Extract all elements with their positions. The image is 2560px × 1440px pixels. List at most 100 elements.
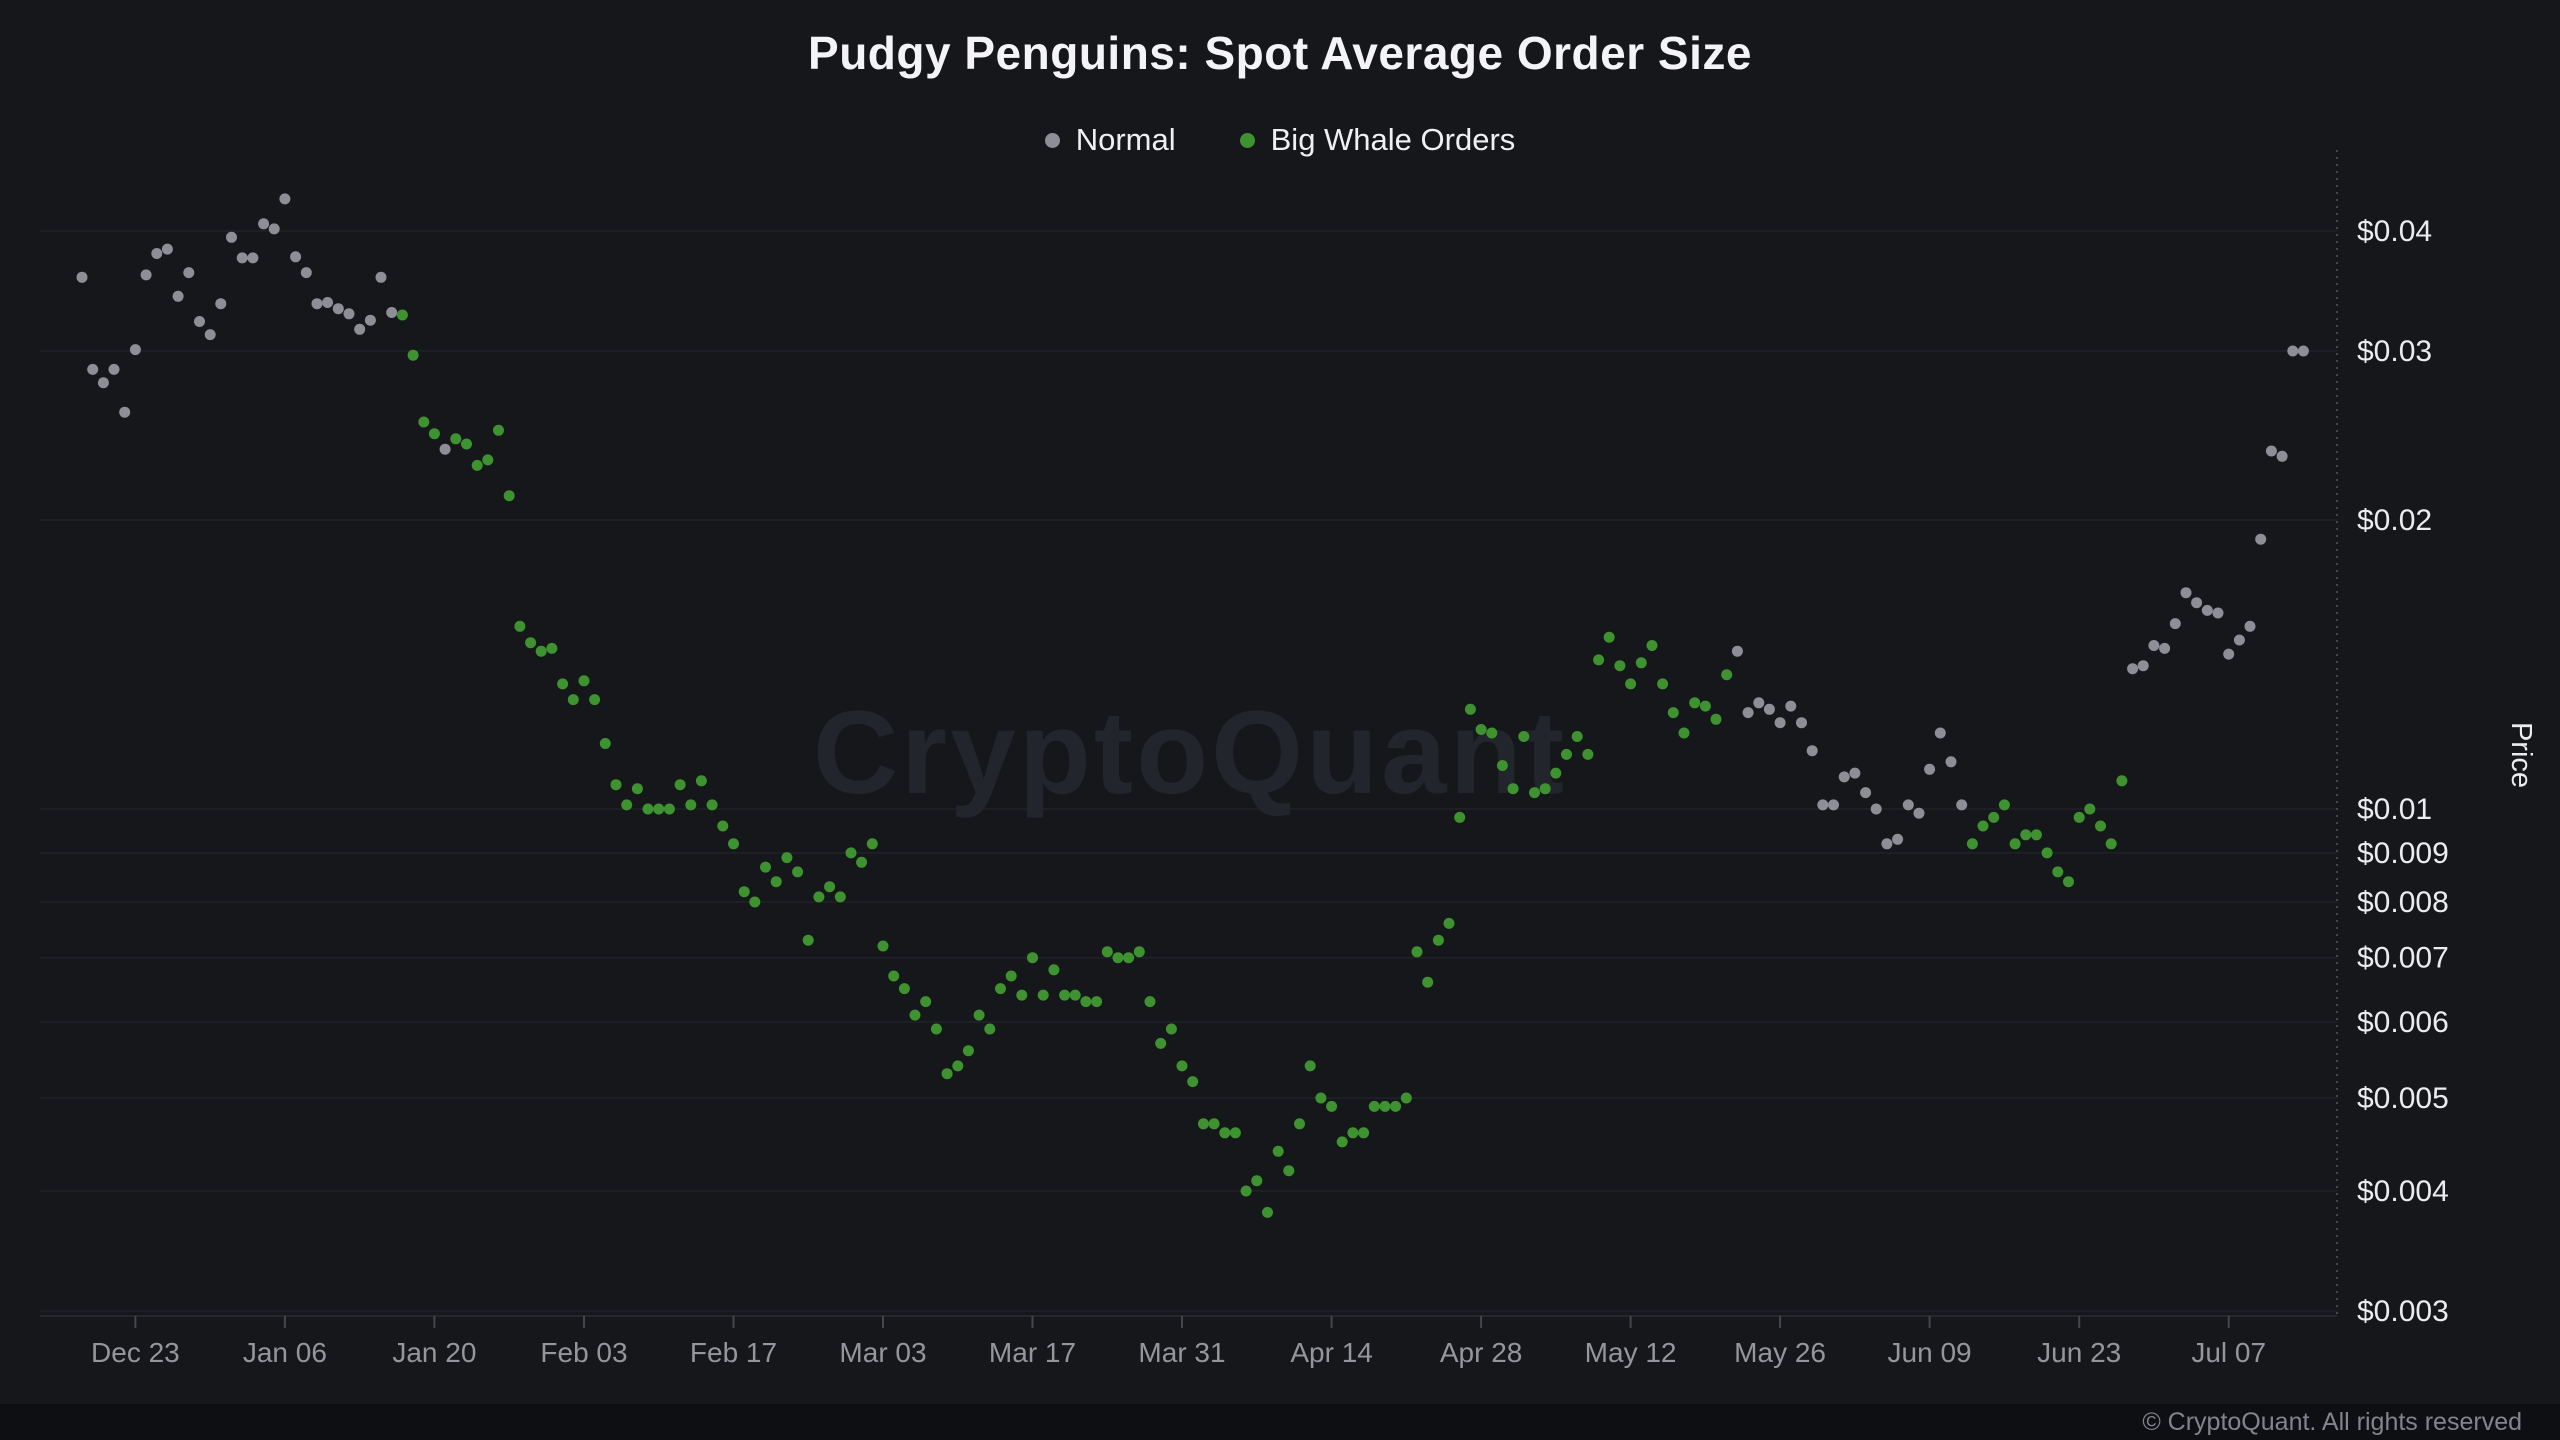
series-normal bbox=[76, 193, 2309, 850]
data-point bbox=[2020, 829, 2032, 841]
data-point bbox=[1475, 724, 1487, 735]
normal-series-dot-icon bbox=[1044, 132, 1060, 148]
data-point bbox=[1785, 700, 1797, 712]
data-point bbox=[1059, 989, 1071, 1001]
data-point bbox=[674, 779, 686, 791]
y-tick-label: $0.008 bbox=[2357, 886, 2449, 919]
y-axis: $0.04 $0.03 $0.02 $0.01 $0.009 $0.008 $0.007 $0… bbox=[2336, 150, 2537, 1328]
data-point bbox=[375, 271, 387, 283]
data-point bbox=[343, 308, 355, 320]
data-point bbox=[525, 637, 537, 649]
series-big-whale-orders bbox=[396, 309, 2128, 1218]
data-point bbox=[1945, 756, 1957, 768]
data-point bbox=[1956, 799, 1968, 811]
data-point bbox=[1753, 697, 1765, 709]
data-point bbox=[1657, 678, 1669, 690]
data-point bbox=[140, 269, 152, 281]
data-point bbox=[215, 298, 227, 310]
data-point bbox=[2287, 345, 2299, 357]
data-point bbox=[268, 223, 280, 235]
data-point bbox=[663, 803, 675, 815]
data-point bbox=[1165, 1023, 1177, 1035]
data-point bbox=[1155, 1037, 1167, 1049]
data-point bbox=[1464, 703, 1476, 715]
data-point bbox=[1860, 787, 1872, 799]
data-point bbox=[1870, 803, 1882, 815]
data-point bbox=[1123, 952, 1135, 964]
data-point bbox=[1710, 713, 1722, 725]
data-point bbox=[888, 970, 900, 982]
data-point bbox=[1176, 1060, 1188, 1072]
data-point bbox=[578, 675, 590, 687]
data-point bbox=[728, 838, 739, 850]
legend-label-normal: Normal bbox=[1075, 122, 1176, 157]
data-point bbox=[1625, 678, 1637, 690]
data-point bbox=[354, 323, 366, 335]
data-point bbox=[1187, 1076, 1199, 1088]
data-point bbox=[1251, 1175, 1263, 1187]
data-point bbox=[2201, 604, 2213, 616]
data-point bbox=[1838, 771, 1850, 783]
data-point bbox=[567, 694, 579, 706]
legend-label-big-whale-orders: Big Whale Orders bbox=[1270, 122, 1516, 157]
data-point bbox=[1016, 989, 1028, 1001]
x-tick-label: May 26 bbox=[1734, 1337, 1826, 1368]
data-point bbox=[119, 406, 131, 418]
data-point bbox=[322, 297, 334, 308]
data-point bbox=[1368, 1100, 1380, 1112]
legend-item-normal[interactable]: Normal bbox=[1044, 122, 1176, 158]
data-point bbox=[300, 267, 312, 279]
data-point bbox=[760, 861, 771, 873]
legend: Normal Big Whale Orders bbox=[0, 122, 2560, 158]
x-tick-label: Mar 03 bbox=[839, 1337, 926, 1368]
x-tick-label: Jan 20 bbox=[392, 1337, 476, 1368]
data-point bbox=[1390, 1100, 1402, 1112]
data-point bbox=[1571, 731, 1583, 742]
data-point bbox=[428, 428, 440, 440]
data-point bbox=[653, 803, 665, 815]
data-point bbox=[194, 316, 205, 327]
data-point bbox=[920, 996, 932, 1008]
y-tick-label: $0.01 bbox=[2357, 793, 2432, 826]
data-point bbox=[1913, 807, 1925, 819]
data-point bbox=[866, 838, 878, 850]
y-tick-label: $0.004 bbox=[2357, 1175, 2449, 1208]
data-point bbox=[1614, 660, 1626, 672]
data-point bbox=[1133, 946, 1145, 958]
data-point bbox=[439, 443, 451, 455]
data-point bbox=[514, 620, 526, 632]
data-point bbox=[1240, 1185, 1252, 1197]
data-point bbox=[1977, 820, 1989, 832]
legend-item-big-whale-orders[interactable]: Big Whale Orders bbox=[1239, 122, 1516, 158]
data-point bbox=[909, 1009, 921, 1021]
data-point bbox=[535, 645, 547, 657]
data-point bbox=[2191, 597, 2203, 609]
data-point bbox=[845, 847, 857, 859]
x-tick-label: Apr 28 bbox=[1440, 1337, 1523, 1368]
data-point bbox=[1678, 727, 1690, 739]
data-point bbox=[2105, 838, 2117, 850]
data-point bbox=[1550, 767, 1562, 779]
data-point bbox=[738, 886, 750, 898]
data-point bbox=[1561, 748, 1572, 760]
data-point bbox=[2041, 847, 2053, 859]
data-point bbox=[546, 642, 558, 654]
x-tick-label: Feb 03 bbox=[540, 1337, 627, 1368]
whale-series-dot-icon bbox=[1239, 132, 1255, 148]
data-point bbox=[1197, 1118, 1209, 1130]
data-point bbox=[2084, 803, 2096, 815]
y-tick-label: $0.02 bbox=[2357, 504, 2432, 537]
y-tick-label: $0.005 bbox=[2357, 1082, 2449, 1115]
data-point bbox=[1336, 1136, 1348, 1148]
data-point bbox=[471, 459, 483, 471]
data-point bbox=[461, 438, 472, 450]
data-point bbox=[631, 783, 643, 795]
data-point bbox=[1069, 989, 1081, 1001]
data-point bbox=[1304, 1060, 1316, 1072]
data-point bbox=[1518, 731, 1530, 742]
data-point bbox=[2063, 876, 2074, 888]
data-point bbox=[503, 490, 515, 502]
data-point bbox=[1027, 952, 1038, 964]
data-point bbox=[1881, 838, 1893, 850]
